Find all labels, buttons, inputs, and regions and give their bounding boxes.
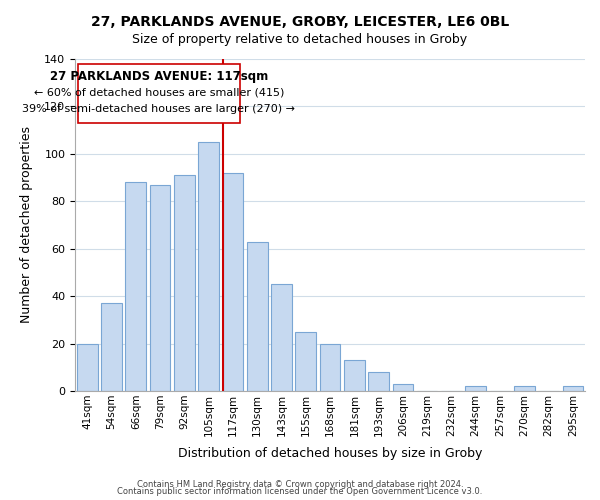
Bar [563, 386, 583, 391]
Bar [247, 242, 268, 391]
Text: Contains HM Land Registry data © Crown copyright and database right 2024.: Contains HM Land Registry data © Crown c… [137, 480, 463, 489]
Bar [174, 175, 194, 391]
Bar [271, 284, 292, 391]
X-axis label: Distribution of detached houses by size in Groby: Distribution of detached houses by size … [178, 447, 482, 460]
Bar [466, 386, 486, 391]
Text: 39% of semi-detached houses are larger (270) →: 39% of semi-detached houses are larger (… [22, 104, 295, 114]
Bar [150, 184, 170, 391]
Text: 27 PARKLANDS AVENUE: 117sqm: 27 PARKLANDS AVENUE: 117sqm [50, 70, 268, 82]
Text: ← 60% of detached houses are smaller (415): ← 60% of detached houses are smaller (41… [34, 88, 284, 98]
Bar [223, 173, 243, 391]
Bar [514, 386, 535, 391]
Y-axis label: Number of detached properties: Number of detached properties [20, 126, 33, 324]
Bar [320, 344, 340, 391]
Text: 27, PARKLANDS AVENUE, GROBY, LEICESTER, LE6 0BL: 27, PARKLANDS AVENUE, GROBY, LEICESTER, … [91, 15, 509, 29]
Bar [344, 360, 365, 391]
Bar [368, 372, 389, 391]
Bar [199, 142, 219, 391]
Bar [77, 344, 98, 391]
Bar [125, 182, 146, 391]
FancyBboxPatch shape [77, 64, 240, 123]
Text: Contains public sector information licensed under the Open Government Licence v3: Contains public sector information licen… [118, 487, 482, 496]
Bar [101, 303, 122, 391]
Bar [392, 384, 413, 391]
Text: Size of property relative to detached houses in Groby: Size of property relative to detached ho… [133, 32, 467, 46]
Bar [295, 332, 316, 391]
